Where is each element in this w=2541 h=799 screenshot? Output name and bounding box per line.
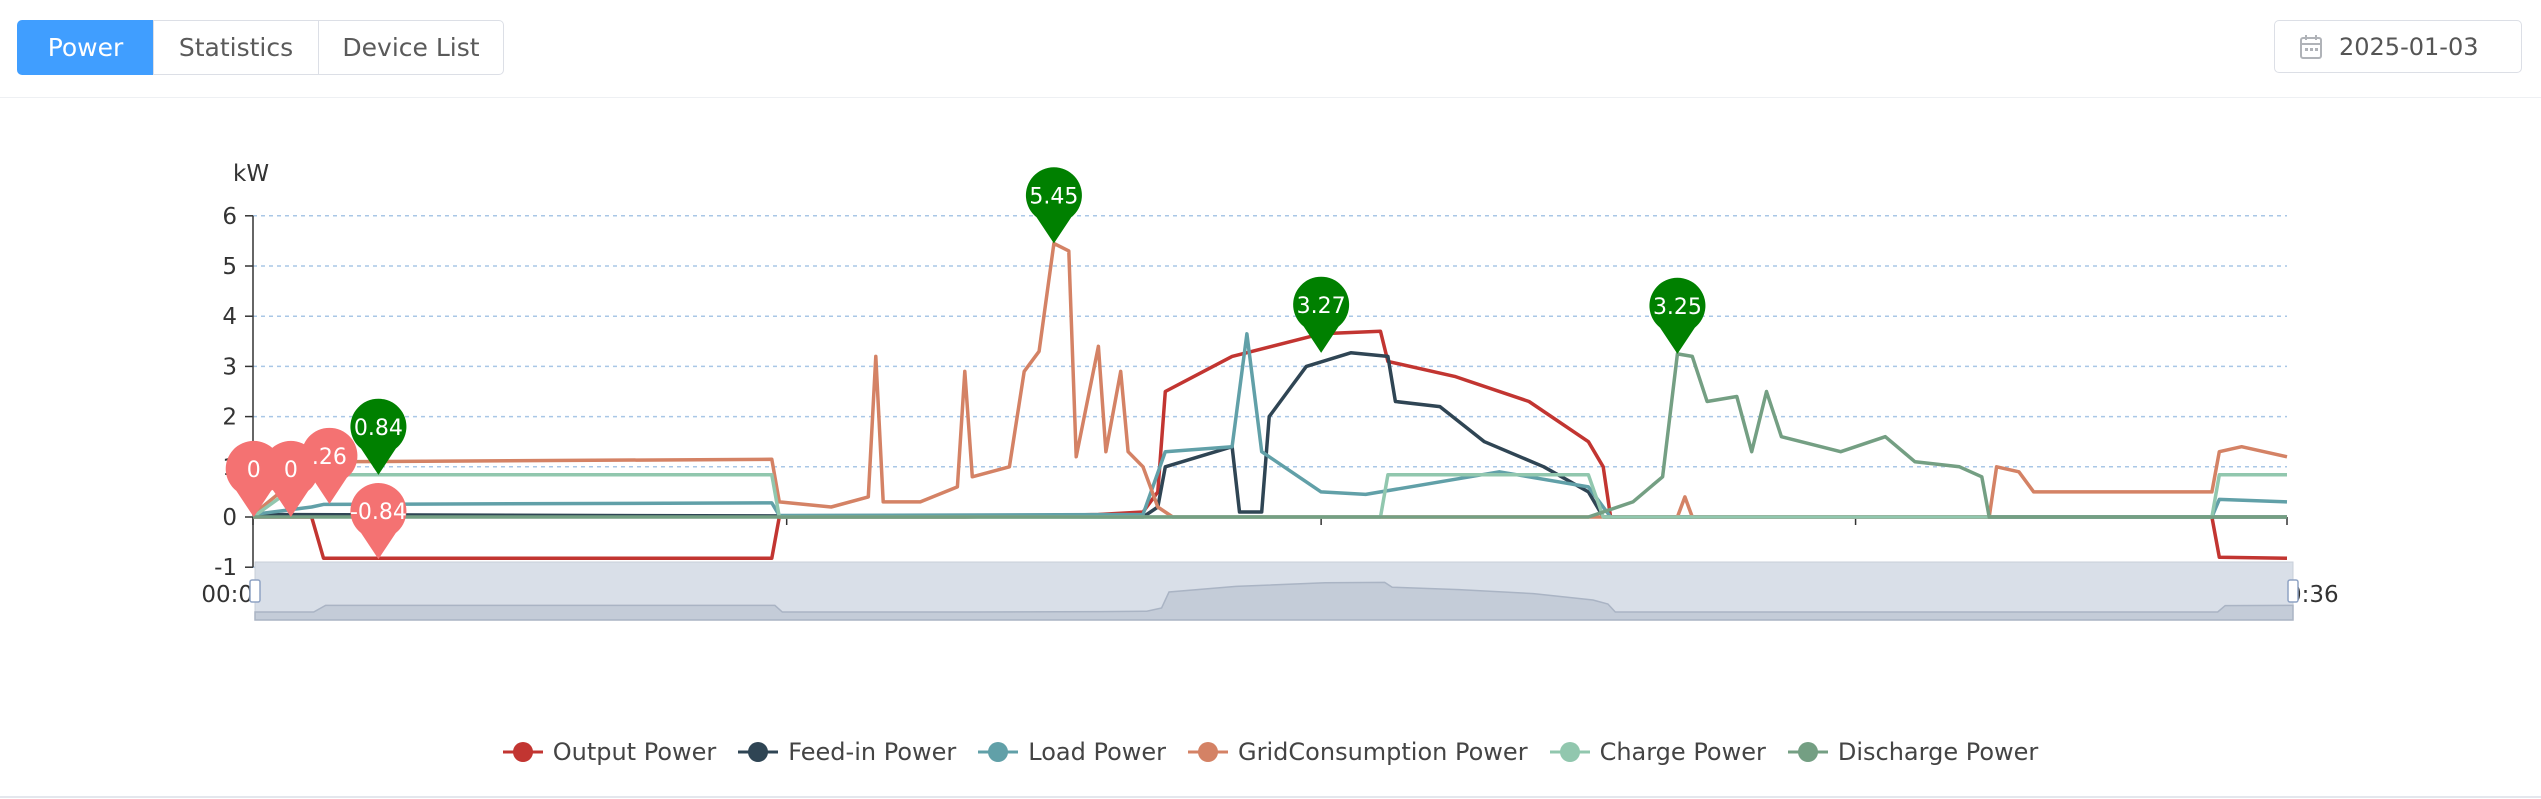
bottom-divider xyxy=(0,796,2541,798)
marker-pin[interactable]: .26 xyxy=(301,427,358,504)
date-picker[interactable]: 2025-01-03 xyxy=(2274,20,2522,73)
marker-pin[interactable]: 5.45 xyxy=(1025,167,1082,244)
legend-label: GridConsumption Power xyxy=(1238,738,1528,766)
calendar-icon xyxy=(2300,34,2322,59)
marker-pin[interactable]: 3.25 xyxy=(1649,277,1706,354)
legend-swatch-icon xyxy=(1549,742,1590,762)
chart-legend: Output Power Feed-in Power Load Power GridC… xyxy=(0,738,2541,766)
header-divider xyxy=(0,97,2541,98)
marker-label: 0.84 xyxy=(354,416,403,441)
y-tick-label: 0 xyxy=(222,505,237,531)
marker-pin-shape xyxy=(1649,277,1706,354)
series-line-charge-power[interactable] xyxy=(251,473,2287,519)
legend-label: Feed-in Power xyxy=(788,738,957,766)
marker-label: -0.84 xyxy=(350,500,407,525)
tab-statistics[interactable]: Statistics xyxy=(153,20,319,75)
datazoom-handle-right[interactable] xyxy=(2287,579,2299,603)
y-tick-label: 3 xyxy=(222,354,237,380)
legend-item[interactable]: Output Power xyxy=(502,738,717,766)
marker-label: .26 xyxy=(312,445,347,470)
legend-swatch-icon xyxy=(502,742,543,762)
legend-label: Charge Power xyxy=(1599,738,1766,766)
series-line-discharge-power[interactable] xyxy=(253,352,2287,519)
y-tick-label: 6 xyxy=(222,204,237,230)
power-chart: -10123456kW00:00:3106:00:0012:00:0018:00… xyxy=(201,161,2339,621)
series-line-output-power[interactable] xyxy=(253,329,2288,560)
datazoom-handle-left[interactable] xyxy=(249,579,261,603)
marker-label: 0 xyxy=(247,458,261,483)
legend-item[interactable]: Feed-in Power xyxy=(738,738,956,766)
legend-label: Discharge Power xyxy=(1837,738,2039,766)
legend-item[interactable]: Load Power xyxy=(978,738,1166,766)
marker-label: 3.27 xyxy=(1297,294,1346,319)
view-tabs: Power Statistics Device List xyxy=(17,20,504,75)
marker-pin-shape xyxy=(1293,276,1350,353)
tab-device-list[interactable]: Device List xyxy=(318,20,504,75)
marker-pin[interactable]: 3.27 xyxy=(1293,276,1350,353)
marker-pin-shape xyxy=(350,483,407,560)
marker-label: 0 xyxy=(284,458,298,483)
tab-power[interactable]: Power xyxy=(17,20,154,75)
marker-label: 3.25 xyxy=(1653,295,1702,320)
datazoom-overview xyxy=(254,581,2294,621)
y-tick-label: 2 xyxy=(222,405,237,431)
series-line-gridconsumption-power[interactable] xyxy=(251,241,2288,519)
legend-swatch-icon xyxy=(1787,742,1828,762)
legend-label: Output Power xyxy=(552,738,717,766)
legend-swatch-icon xyxy=(978,742,1019,762)
date-value: 2025-01-03 xyxy=(2339,32,2479,61)
marker-pin[interactable]: -0.84 xyxy=(350,483,407,560)
legend-swatch-icon xyxy=(738,742,779,762)
legend-label: Load Power xyxy=(1028,738,1167,766)
marker-label: 5.45 xyxy=(1029,184,1078,209)
y-tick-label: 4 xyxy=(222,304,237,330)
marker-pin-shape xyxy=(1025,167,1082,244)
marker-pin[interactable]: 0.84 xyxy=(350,398,407,475)
y-tick-label: 5 xyxy=(222,254,237,280)
legend-item[interactable]: Charge Power xyxy=(1549,738,1766,766)
legend-item[interactable]: GridConsumption Power xyxy=(1188,738,1528,766)
legend-item[interactable]: Discharge Power xyxy=(1787,738,2039,766)
series-line-feed-in-power[interactable] xyxy=(252,351,2287,519)
y-axis-title: kW xyxy=(233,161,269,187)
legend-swatch-icon xyxy=(1188,742,1229,762)
marker-pin-shape xyxy=(301,427,358,504)
marker-pin-shape xyxy=(350,398,407,475)
y-tick-label: -1 xyxy=(214,555,237,581)
